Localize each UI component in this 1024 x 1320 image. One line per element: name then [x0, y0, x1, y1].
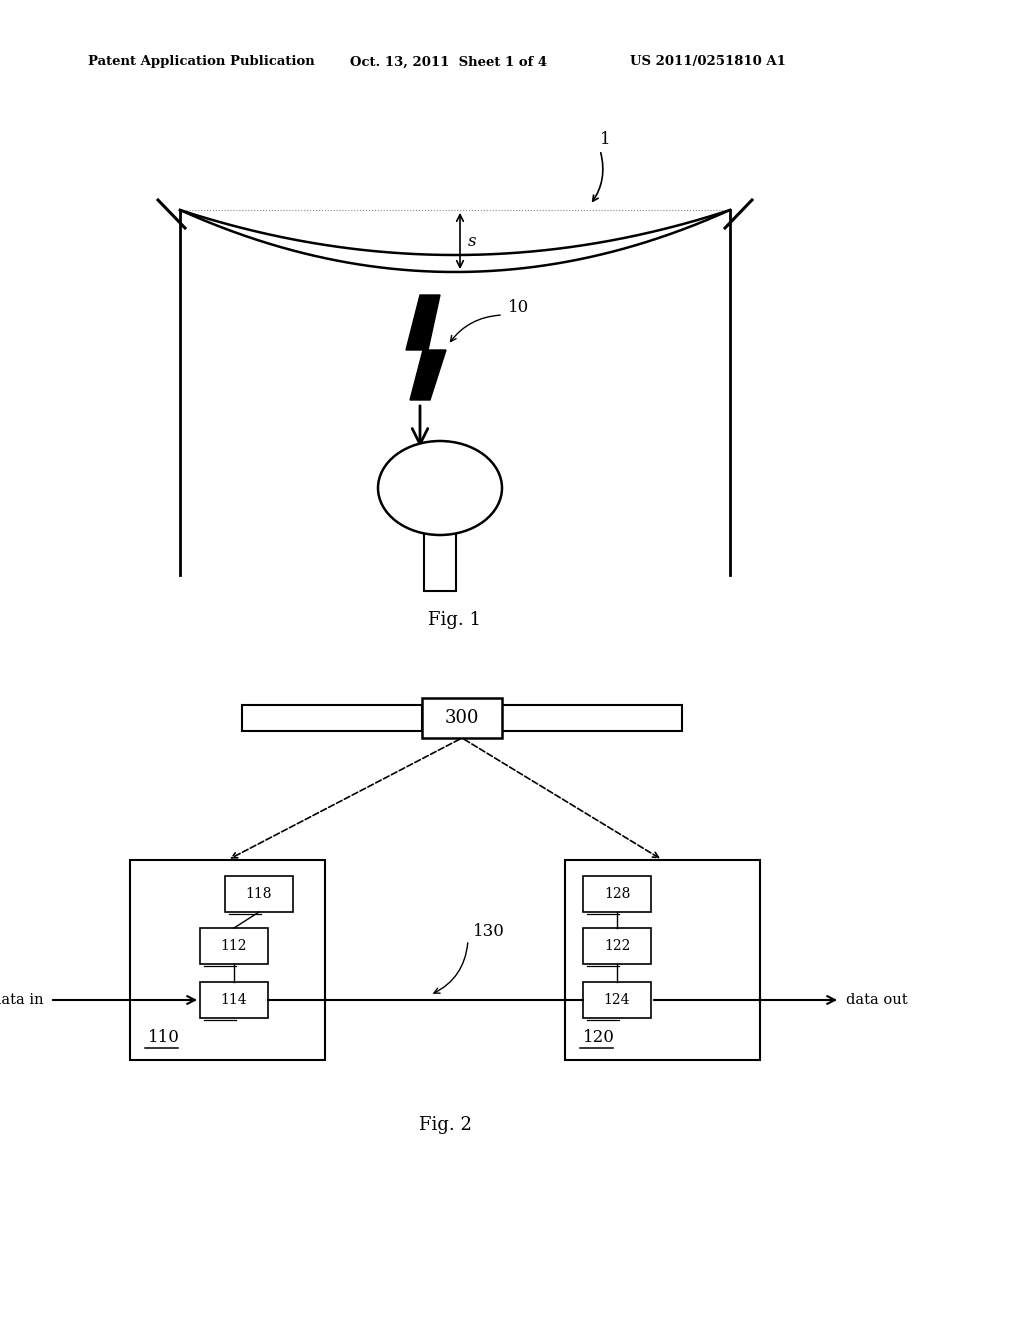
- Text: 120: 120: [583, 1030, 614, 1047]
- Text: 128: 128: [604, 887, 630, 902]
- Text: 114: 114: [221, 993, 248, 1007]
- Text: 118: 118: [246, 887, 272, 902]
- Bar: [502, 705, 682, 731]
- Bar: [583, 928, 651, 964]
- Text: 122: 122: [604, 939, 630, 953]
- Bar: [565, 861, 760, 1060]
- Text: Fig. 1: Fig. 1: [428, 611, 481, 630]
- Text: Patent Application Publication: Patent Application Publication: [88, 55, 314, 69]
- Text: 124: 124: [604, 993, 630, 1007]
- Text: Fig. 2: Fig. 2: [419, 1115, 471, 1134]
- Text: data out: data out: [846, 993, 907, 1007]
- Text: 130: 130: [473, 924, 505, 940]
- Bar: [200, 982, 268, 1018]
- Text: US 2011/0251810 A1: US 2011/0251810 A1: [630, 55, 785, 69]
- Text: 300: 300: [444, 709, 479, 727]
- Text: 112: 112: [221, 939, 247, 953]
- Bar: [225, 876, 293, 912]
- Bar: [422, 698, 502, 738]
- Bar: [242, 705, 422, 731]
- Text: Oct. 13, 2011  Sheet 1 of 4: Oct. 13, 2011 Sheet 1 of 4: [350, 55, 547, 69]
- Bar: [583, 982, 651, 1018]
- Bar: [424, 533, 456, 591]
- Text: 1: 1: [600, 132, 610, 149]
- Text: 20: 20: [428, 483, 452, 502]
- Text: 110: 110: [148, 1030, 180, 1047]
- Bar: [200, 928, 268, 964]
- Text: 10: 10: [508, 298, 529, 315]
- Ellipse shape: [378, 441, 502, 535]
- Text: data in: data in: [0, 993, 44, 1007]
- Bar: [583, 876, 651, 912]
- Bar: [130, 861, 325, 1060]
- Text: s: s: [468, 232, 476, 249]
- Polygon shape: [406, 294, 446, 400]
